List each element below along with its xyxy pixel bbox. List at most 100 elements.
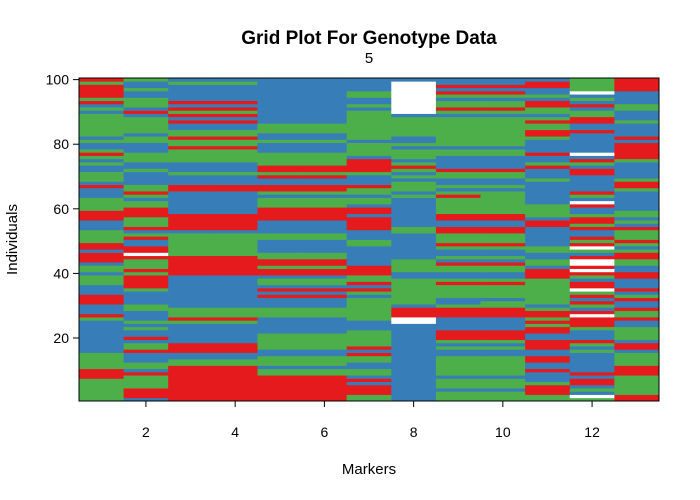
heatmap-cell — [168, 155, 214, 160]
heatmap-cell — [391, 381, 437, 386]
heatmap-cell — [302, 168, 348, 173]
heatmap-cell — [302, 249, 348, 253]
heatmap-cell — [123, 268, 169, 273]
heatmap-cell — [525, 158, 571, 163]
heatmap-cell — [525, 378, 571, 383]
heatmap-cell — [123, 384, 169, 389]
heatmap-cell — [569, 233, 615, 237]
heatmap-cell — [480, 291, 526, 295]
heatmap-cell — [525, 100, 571, 105]
heatmap-cell — [79, 262, 125, 266]
heatmap-cell — [168, 152, 214, 156]
heatmap-cell — [435, 132, 481, 137]
heatmap-cell — [79, 265, 125, 269]
heatmap-cell — [212, 87, 258, 92]
heatmap-cell — [168, 352, 214, 357]
heatmap-cell — [435, 255, 481, 260]
heatmap-cell — [123, 226, 169, 231]
heatmap-cell — [525, 216, 571, 221]
heatmap-cell — [257, 139, 303, 143]
heatmap-cell — [212, 368, 258, 373]
heatmap-cell — [123, 265, 169, 269]
heatmap-cell — [391, 365, 437, 370]
heatmap-cell — [123, 223, 169, 227]
heatmap-cell — [123, 239, 169, 244]
heatmap-cell — [257, 307, 303, 311]
heatmap-cell — [302, 242, 348, 247]
heatmap-cell — [569, 397, 615, 402]
heatmap-cell — [480, 81, 526, 85]
plot-frame — [78, 77, 660, 402]
heatmap-cell — [346, 94, 392, 98]
heatmap-cell — [302, 304, 348, 308]
heatmap-cell — [614, 229, 660, 234]
heatmap-cell — [435, 113, 481, 118]
heatmap-cell — [212, 236, 258, 240]
heatmap-cell — [435, 213, 481, 218]
heatmap-cell — [480, 275, 526, 279]
heatmap-cell — [569, 132, 615, 137]
heatmap-cell — [168, 326, 214, 331]
heatmap-cell — [212, 142, 258, 147]
heatmap-cell — [480, 349, 526, 353]
heatmap-cell — [435, 397, 481, 402]
heatmap-cell — [346, 291, 392, 295]
heatmap-cell — [346, 378, 392, 383]
heatmap-cell — [614, 100, 660, 105]
heatmap-cell — [257, 268, 303, 273]
heatmap-cell — [79, 317, 125, 321]
heatmap-cell — [614, 113, 660, 118]
heatmap-cell — [346, 103, 392, 108]
heatmap-cell — [525, 346, 571, 350]
heatmap-cell — [302, 226, 348, 231]
heatmap-cell — [257, 359, 303, 363]
heatmap-cell — [79, 178, 125, 182]
heatmap-cell — [569, 323, 615, 328]
heatmap-cell — [525, 381, 571, 386]
heatmap-cell — [391, 84, 437, 89]
heatmap-cell — [212, 213, 258, 218]
heatmap-cell — [123, 161, 169, 166]
heatmap-cell — [79, 362, 125, 366]
heatmap-cell — [391, 165, 437, 169]
heatmap-cell — [257, 100, 303, 105]
heatmap-cell — [79, 326, 125, 331]
heatmap-cell — [480, 174, 526, 179]
heatmap-cell — [435, 245, 481, 250]
heatmap-cell — [123, 236, 169, 240]
heatmap-cell — [346, 304, 392, 308]
heatmap-cell — [346, 336, 392, 341]
heatmap-cell — [525, 152, 571, 156]
heatmap-cell — [302, 97, 348, 102]
heatmap-cell — [480, 103, 526, 108]
heatmap-cell — [391, 139, 437, 143]
heatmap-cell — [525, 81, 571, 85]
heatmap-cell — [391, 158, 437, 163]
heatmap-cell — [257, 271, 303, 276]
heatmap-cell — [79, 313, 125, 318]
heatmap-cell — [212, 381, 258, 386]
heatmap-cell — [525, 187, 571, 192]
heatmap-cell — [123, 323, 169, 328]
heatmap-cell — [168, 168, 214, 173]
heatmap-cell — [569, 226, 615, 231]
heatmap-cell — [480, 262, 526, 266]
heatmap-cell — [212, 329, 258, 334]
heatmap-cell — [569, 300, 615, 305]
heatmap-cell — [480, 394, 526, 399]
heatmap-cell — [614, 320, 660, 324]
heatmap-cell — [257, 229, 303, 234]
heatmap-cell — [168, 368, 214, 373]
heatmap-cell — [525, 349, 571, 353]
heatmap-cell — [569, 307, 615, 311]
heatmap-cell — [346, 107, 392, 111]
heatmap-cell — [123, 388, 169, 392]
heatmap-cell — [123, 397, 169, 402]
heatmap-cell — [435, 139, 481, 143]
heatmap-cell — [302, 245, 348, 250]
heatmap-cell — [79, 97, 125, 102]
heatmap-cell — [212, 84, 258, 89]
heatmap-cell — [569, 216, 615, 221]
heatmap-cell — [168, 129, 214, 134]
heatmap-cell — [212, 100, 258, 105]
